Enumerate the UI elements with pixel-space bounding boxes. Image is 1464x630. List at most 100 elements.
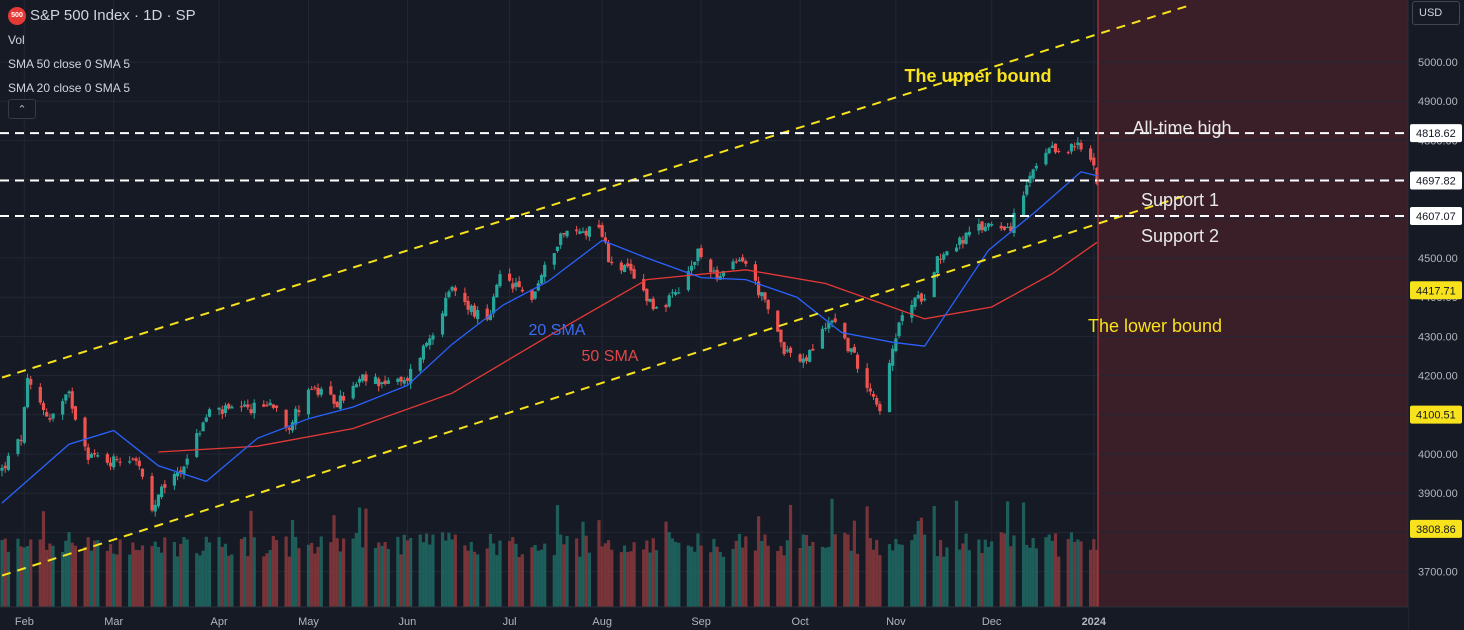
candle-body[interactable] [1066, 152, 1070, 154]
candle-body[interactable] [849, 348, 853, 352]
candle-body[interactable] [619, 262, 623, 271]
candle-body[interactable] [555, 246, 560, 252]
candle-body[interactable] [6, 455, 10, 470]
candle-body[interactable] [578, 231, 582, 234]
candle-body[interactable] [626, 263, 630, 267]
candle-body[interactable] [1047, 148, 1051, 154]
candle-body[interactable] [763, 292, 767, 300]
candle-body[interactable] [198, 433, 202, 435]
candle-body[interactable] [986, 223, 991, 228]
candle-body[interactable] [115, 459, 119, 461]
candle-body[interactable] [306, 389, 311, 415]
candle-body[interactable] [492, 296, 496, 314]
candle-body[interactable] [409, 368, 413, 384]
candle-body[interactable] [1025, 185, 1029, 195]
candle-body[interactable] [249, 409, 253, 414]
candle-body[interactable] [846, 338, 850, 352]
candle-body[interactable] [290, 422, 295, 431]
candle-body[interactable] [313, 387, 317, 389]
candle-body[interactable] [217, 407, 221, 410]
candle-body[interactable] [472, 305, 477, 317]
candle-body[interactable] [444, 297, 448, 317]
candle-body[interactable] [463, 292, 467, 302]
candle-body[interactable] [380, 382, 384, 385]
candle-body[interactable] [932, 272, 936, 298]
candle-body[interactable] [878, 404, 882, 412]
candle-body[interactable] [843, 322, 847, 339]
candle-body[interactable] [230, 406, 234, 409]
candle-body[interactable] [900, 315, 904, 322]
candle-body[interactable] [757, 281, 761, 296]
candle-body[interactable] [16, 439, 20, 454]
candle-body[interactable] [70, 391, 74, 409]
candle-body[interactable] [603, 237, 607, 243]
candle-body[interactable] [897, 322, 901, 337]
candle-body[interactable] [923, 298, 927, 301]
candle-body[interactable] [86, 447, 90, 460]
candle-body[interactable] [440, 313, 445, 335]
candle-body[interactable] [29, 378, 33, 385]
candle-body[interactable] [600, 225, 604, 237]
candle-body[interactable] [827, 322, 831, 329]
candle-body[interactable] [131, 458, 135, 460]
candle-body[interactable] [268, 402, 272, 406]
candle-body[interactable] [820, 328, 825, 349]
candle-body[interactable] [753, 264, 758, 281]
candle-body[interactable] [354, 384, 358, 388]
candle-body[interactable] [584, 230, 588, 236]
candle-body[interactable] [629, 263, 633, 271]
candle-body[interactable] [632, 269, 636, 279]
candle-body[interactable] [1050, 145, 1054, 148]
candle-body[interactable] [274, 405, 279, 408]
candle-body[interactable] [357, 378, 362, 383]
candlesticks[interactable] [0, 136, 1099, 517]
candle-body[interactable] [297, 410, 301, 413]
candle-body[interactable] [983, 226, 987, 232]
candle-body[interactable] [958, 237, 962, 245]
candle-body[interactable] [776, 310, 780, 332]
candle-body[interactable] [731, 261, 735, 270]
candle-body[interactable] [150, 476, 154, 511]
candle-body[interactable] [421, 345, 425, 360]
candle-body[interactable] [396, 378, 400, 382]
candle-body[interactable] [498, 274, 502, 286]
candle-body[interactable] [48, 418, 52, 420]
candle-body[interactable] [204, 417, 208, 422]
candle-body[interactable] [811, 348, 815, 351]
candle-body[interactable] [373, 376, 378, 384]
candle-body[interactable] [332, 394, 336, 404]
candle-body[interactable] [223, 405, 228, 414]
candle-body[interactable] [642, 279, 646, 291]
candle-body[interactable] [361, 374, 365, 381]
candle-body[interactable] [294, 408, 298, 425]
candle-body[interactable] [1021, 195, 1026, 216]
candle-body[interactable] [788, 347, 793, 353]
candle-body[interactable] [887, 363, 892, 413]
candle-body[interactable] [1069, 143, 1074, 152]
candle-body[interactable] [175, 472, 180, 477]
candle-body[interactable] [488, 314, 493, 320]
candle-body[interactable] [319, 388, 323, 395]
candle-body[interactable] [41, 403, 46, 411]
candle-body[interactable] [1076, 142, 1080, 146]
candle-body[interactable] [156, 494, 161, 507]
legend-sma50[interactable]: SMA 50 close 0 SMA 5 [8, 57, 131, 71]
candle-body[interactable] [163, 484, 167, 488]
candle-body[interactable] [1089, 148, 1093, 160]
candle-body[interactable] [1053, 143, 1058, 153]
candle-body[interactable] [766, 300, 770, 310]
candle-body[interactable] [651, 298, 655, 310]
candle-body[interactable] [919, 293, 924, 302]
candle-body[interactable] [910, 304, 914, 318]
candle-body[interactable] [447, 291, 451, 297]
candle-body[interactable] [377, 378, 381, 387]
candle-body[interactable] [801, 358, 805, 363]
candle-body[interactable] [760, 292, 764, 297]
time-axis[interactable]: Feb Mar Apr May Jun Jul Aug Sep Oct Nov Dec 2024 [0, 606, 1408, 630]
legend-sma20[interactable]: SMA 20 close 0 SMA 5 [8, 81, 131, 95]
candle-body[interactable] [476, 310, 480, 320]
candle-body[interactable] [961, 240, 965, 244]
candle-body[interactable] [153, 504, 157, 512]
candle-body[interactable] [980, 221, 984, 231]
candle-body[interactable] [495, 284, 499, 298]
